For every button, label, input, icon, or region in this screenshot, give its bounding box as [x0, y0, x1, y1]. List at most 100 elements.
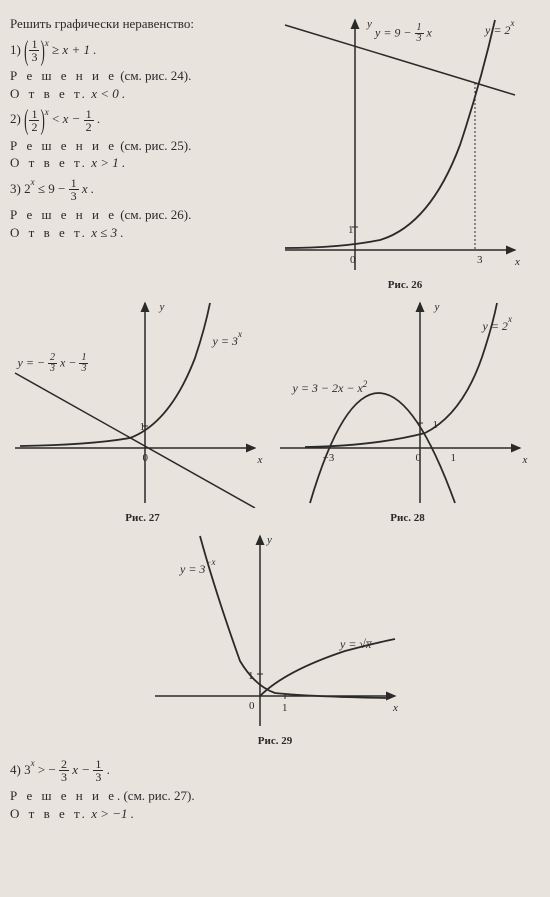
f29c1: y = 3 [180, 562, 205, 576]
fig26-lb: x [427, 25, 432, 39]
f29xl: x [393, 701, 398, 716]
f28ps: 2 [363, 379, 368, 389]
p4-d2: 3 [93, 771, 103, 783]
f28t1: 1 [451, 451, 457, 466]
f27o: 0 [143, 451, 149, 466]
lparen: ( [24, 31, 28, 70]
sol-label: Р е ш е н и е [10, 68, 117, 83]
f28yl: y [435, 300, 440, 315]
p4-tail: . [107, 762, 110, 777]
f28o: 0 [416, 451, 422, 466]
f27cs: x [238, 329, 242, 339]
sol1: Р е ш е н и е (см. рис. 24). [10, 67, 280, 85]
fig28-par-label: y = 3 − 2x − x2 [293, 378, 368, 396]
f27c: y = 3 [213, 334, 238, 348]
sol2: Р е ш е н и е (см. рис. 25). [10, 137, 280, 155]
rparen: ) [40, 31, 44, 70]
f28xl: x [523, 453, 528, 468]
sol4: Р е ш е н и е. (см. рис. 27). [10, 787, 540, 805]
p2-rhs-a: x − [63, 111, 81, 126]
ans-label: О т в е т. [10, 86, 88, 101]
problem-4: 4) 3x > − 23 x − 13 . [10, 757, 540, 784]
fig29-curve2-label: y = √x̅ [340, 636, 371, 652]
p4-mid: x − [72, 762, 90, 777]
p2-frac-n: 1 [29, 108, 39, 121]
p2-tail: . [97, 111, 100, 126]
f27t1: 1 [140, 420, 146, 435]
f27la: y = − [18, 355, 46, 369]
ans-label: О т в е т. [10, 225, 88, 240]
figure-29: y = 3−x y = √x̅ x y 0 1 1 Рис. 29 [10, 531, 540, 749]
p2-num: 2) [10, 111, 21, 126]
f29c1s: −x [205, 557, 215, 567]
sol2-ref: (см. рис. 25). [120, 138, 191, 153]
sol-label: Р е ш е н и е [10, 788, 117, 803]
p1-frac-d: 3 [29, 51, 39, 63]
f27xl: x [258, 453, 263, 468]
fig26-t3: 3 [477, 253, 483, 268]
fig26-ld: 3 [415, 34, 424, 44]
rparen: ) [40, 101, 44, 140]
p4-d1: 3 [59, 771, 69, 783]
p4-a: − [48, 762, 55, 777]
fig26-caption: Рис. 26 [280, 278, 530, 293]
fig28-caption: Рис. 28 [275, 511, 540, 526]
f28ty1: 1 [433, 418, 439, 433]
f28c: y = 2 [483, 319, 508, 333]
ans2: О т в е т. x > 1 . [10, 154, 280, 172]
fig26-xl: x [515, 255, 520, 270]
sol3: Р е ш е н и е (см. рис. 26). [10, 206, 280, 224]
ans1-val: x < 0 . [91, 86, 125, 101]
ans1: О т в е т. x < 0 . [10, 85, 280, 103]
fig27-caption: Рис. 27 [10, 511, 275, 526]
fig29-caption: Рис. 29 [10, 734, 540, 749]
fig26-cs: x [510, 18, 514, 28]
sol1-ref: (см. рис. 24). [120, 68, 191, 83]
exp-x: x [45, 107, 49, 117]
fig27-line-label: y = − 23 x − 13 [18, 353, 89, 374]
problem-3: 3) 2x ≤ 9 − 13 x . [10, 176, 280, 203]
fig26-line-label: y = 9 − 13 x [375, 23, 432, 44]
sol4-ref: (см. рис. 27). [123, 788, 194, 803]
p2-rhs-d: 2 [84, 121, 94, 133]
p2-frac-d: 2 [29, 121, 39, 133]
ans3: О т в е т. x ≤ 3 . [10, 224, 280, 242]
ans3-val: x ≤ 3 . [91, 225, 123, 240]
p3-rhs-d: 3 [69, 190, 79, 202]
p4-rel: > [38, 762, 45, 777]
fig26-o: 0 [350, 253, 356, 268]
p2-rel: < [52, 111, 59, 126]
p1-rel: ≥ [52, 42, 59, 57]
ans4-val: x > −1 . [91, 806, 134, 821]
exp-x: x [31, 758, 35, 768]
f28p: y = 3 − 2x − x [293, 381, 363, 395]
f27lm: x − [60, 355, 76, 369]
f28cs: x [508, 314, 512, 324]
sol-label: Р е ш е н и е [10, 207, 117, 222]
fig26-yl: y [367, 17, 372, 32]
ans-label: О т в е т. [10, 806, 88, 821]
f29t1: 1 [282, 701, 288, 716]
p2-rhs-n: 1 [84, 108, 94, 121]
f27ld1: 3 [48, 364, 57, 374]
page-header: Решить графически неравенство: [10, 15, 280, 33]
figure-26: y = 9 − 13 x y = 2x x y 0 3 1 Рис. 26 [280, 15, 530, 293]
p3-num: 3) [10, 181, 21, 196]
p1-rhs: x + 1 . [62, 42, 96, 57]
ans-label: О т в е т. [10, 155, 88, 170]
exp-x: x [45, 38, 49, 48]
sol3-ref: (см. рис. 26). [120, 207, 191, 222]
f29ty1: 1 [248, 669, 254, 684]
f29o: 0 [249, 699, 255, 714]
fig29-curve1-label: y = 3−x [180, 556, 216, 577]
p1-num: 1) [10, 42, 21, 57]
figure-28: y = 3 − 2x − x2 y = 2x x y 0 −3 1 1 Рис.… [275, 298, 540, 526]
fig26-la: y = 9 − [375, 25, 412, 39]
fig26-t1: 1 [348, 223, 354, 238]
problem-1: 1) (13)x ≥ x + 1 . [10, 37, 280, 64]
exp-x: x [31, 177, 35, 187]
f27yl: y [160, 300, 165, 315]
problem-2: 2) (12)x < x − 12 . [10, 106, 280, 133]
fig26-c: y = 2 [485, 23, 510, 37]
fig27-curve-label: y = 3x [213, 328, 242, 349]
